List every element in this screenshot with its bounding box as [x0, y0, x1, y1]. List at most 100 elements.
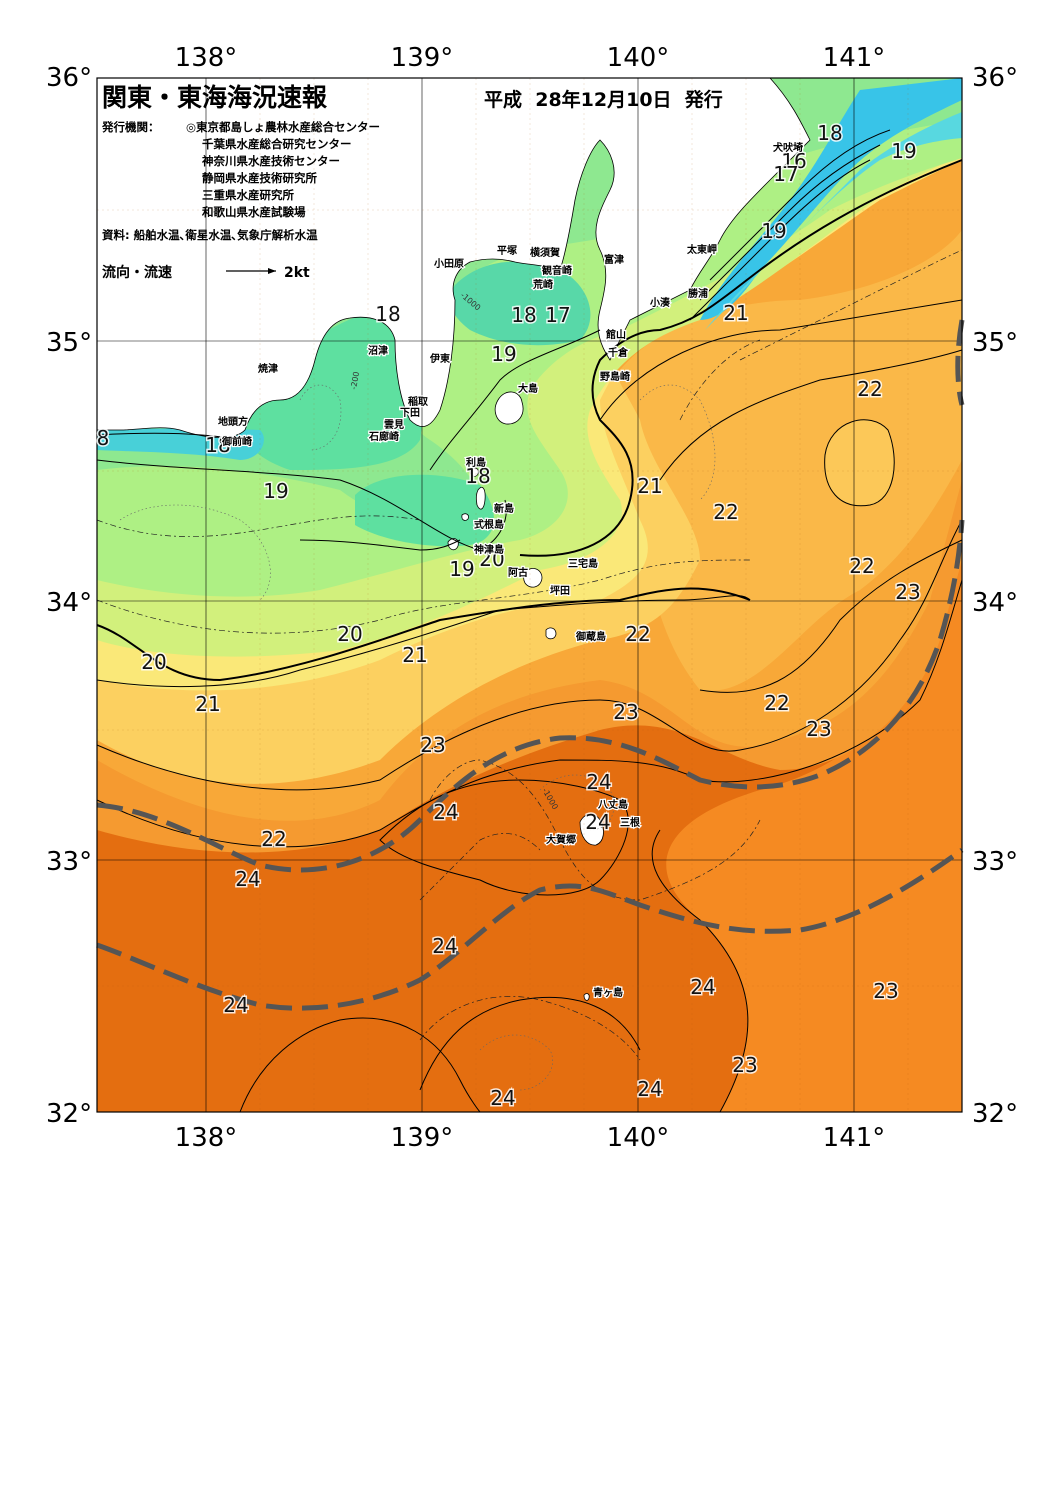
toshima-island [469, 467, 479, 477]
lon-label-140-bottom: 140° [607, 1123, 670, 1153]
place-name: 石廊崎 [368, 430, 399, 443]
lat-label-34-left: 34° [46, 588, 92, 618]
mikurajima-island [545, 627, 557, 640]
place-name: 式根島 [474, 518, 504, 531]
lon-label-140-top: 140° [607, 43, 670, 73]
isotherm-label: 24 [432, 934, 457, 958]
issuer-1: ◎東京都島しょ農林水産総合センター [186, 120, 380, 134]
place-name: 三宅島 [568, 557, 598, 570]
lon-label-138-top: 138° [175, 43, 238, 73]
lat-label-36-right: 36° [972, 63, 1018, 93]
isotherm-label: 21 [402, 643, 427, 667]
isotherm-label: 24 [223, 993, 248, 1017]
current-legend-value: 2kt [284, 265, 310, 281]
isotherm-label: 24 [637, 1077, 662, 1101]
isotherm-label: 20 [479, 547, 504, 571]
lon-label-141-bottom: 141° [823, 1123, 886, 1153]
place-name: 阿古 [508, 566, 528, 579]
isotherm-label: 24 [433, 800, 458, 824]
isotherm-label: 21 [723, 301, 748, 325]
place-name: 平塚 [497, 244, 517, 257]
isotherm-label: 17 [773, 162, 798, 186]
place-name: 地頭方 [218, 415, 248, 428]
lat-label-33-right: 33° [972, 847, 1018, 877]
lon-label-138-bottom: 138° [175, 1123, 238, 1153]
issuer-4: 静岡県水産技術研究所 [202, 171, 317, 185]
place-name: 野島崎 [600, 370, 630, 383]
place-name: 富津 [604, 253, 624, 266]
dotted-contours [119, 384, 716, 1091]
zone-18-izu [355, 474, 494, 547]
place-name: 荒崎 [532, 278, 553, 291]
isotherm-label: 24 [586, 770, 611, 794]
lat-label-33-left: 33° [46, 847, 92, 877]
latitude-labels-left: 36° 35° 34° 33° 32° [46, 63, 92, 1129]
isotherm-label: 22 [764, 691, 789, 715]
latitude-labels-right: 36° 35° 34° 33° 32° [972, 63, 1018, 1129]
isotherm-label: 8 [97, 426, 110, 450]
place-name: 小田原 [433, 257, 464, 270]
place-name: 利島 [466, 456, 486, 469]
place-name: 小湊 [649, 296, 671, 309]
map-title: 関東・東海海況速報 [102, 83, 328, 112]
issuer-5: 三重県水産研究所 [202, 188, 294, 202]
place-name: 御蔵島 [575, 630, 606, 643]
isotherm-label: 24 [490, 1086, 515, 1110]
isotherm-label: 23 [613, 700, 638, 724]
depth-contours [96, 249, 963, 1061]
isotherm-label: 18 [375, 302, 400, 326]
aogashima-island [583, 993, 590, 1001]
place-name: 犬吠埼 [773, 141, 803, 154]
map-border [96, 77, 963, 1113]
isotherm-label: 23 [895, 580, 920, 604]
zone-18-sagami [450, 261, 591, 346]
place-name: 横須賀 [530, 246, 560, 259]
niijima-island [475, 486, 486, 510]
lat-label-35-right: 35° [972, 328, 1018, 358]
isotherm-label: 21 [637, 474, 662, 498]
place-name: 八丈島 [597, 798, 628, 811]
place-name: 千倉 [608, 346, 629, 359]
place-name: 新島 [494, 502, 514, 515]
place-name: 坪田 [550, 584, 570, 597]
isotherm-label: 22 [625, 622, 650, 646]
hachijojima-island [579, 813, 604, 846]
shikinejima-island [461, 513, 469, 521]
place-name: 神津島 [474, 543, 504, 556]
place-name: 御前崎 [221, 435, 252, 448]
place-name: 観音崎 [542, 264, 572, 277]
isotherm-label: 18 [817, 121, 842, 145]
isotherm-label: 23 [806, 717, 831, 741]
lon-label-139-top: 139° [391, 43, 454, 73]
kuroshio-axis [96, 319, 965, 1011]
isotherm-label: 23 [732, 1053, 757, 1077]
isotherm-label: 21 [195, 692, 220, 716]
lat-label-35-left: 35° [46, 328, 92, 358]
header-block: 関東・東海海況速報 平成 28年12月10日 発行 発行機関： ◎東京都島しょ農… [101, 83, 723, 281]
zone-17-boso [705, 112, 962, 330]
longitude-labels-top: 138° 139° 140° 141° [175, 43, 886, 73]
place-names: 犬吠埼 太東岬 勝浦 小湊 富津 横須賀 観音崎 荒崎 平塚 小田原 館山 千倉… [217, 140, 805, 1001]
place-name: 焼津 [258, 362, 278, 375]
lon-label-141-top: 141° [823, 43, 886, 73]
lat-label-32-left: 32° [46, 1099, 92, 1129]
issuer-2: 千葉県水産総合研究センター [202, 137, 352, 151]
isotherm-label: 22 [713, 500, 738, 524]
isotherm-label: 23 [420, 733, 445, 757]
place-name: 沼津 [368, 344, 388, 357]
issuer-6: 和歌山県水産試験場 [202, 205, 306, 219]
zone-16-18-boso [700, 78, 962, 320]
isotherm-label: 22 [849, 554, 874, 578]
isotherm-label: 19 [891, 139, 916, 163]
place-name: 三根 [620, 816, 640, 829]
isotherm-label: 23 [873, 979, 898, 1003]
honshu-land [96, 77, 811, 438]
zone-23 [666, 78, 962, 1112]
place-name: 青ヶ島 [593, 986, 623, 999]
place-name: 雲見 [384, 419, 404, 431]
data-source: 資料: 船舶水温､衛星水温､気象庁解析水温 [102, 228, 318, 242]
isotherm-label: 24 [585, 810, 610, 834]
current-legend-label: 流向・流速 [102, 264, 172, 281]
isotherm-label: 22 [261, 827, 286, 851]
